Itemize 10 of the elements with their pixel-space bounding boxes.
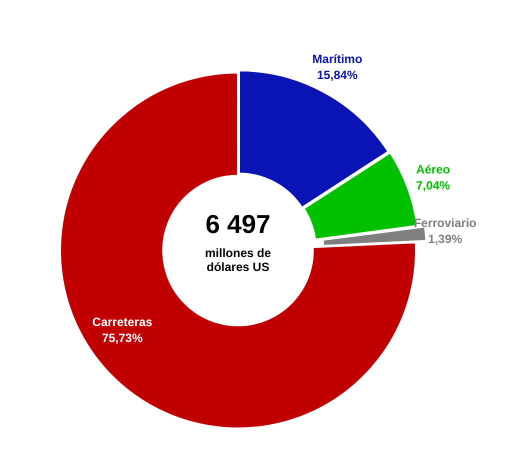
slice-label: Ferroviario — [414, 216, 477, 230]
data-label: 15,84% — [316, 68, 358, 82]
slice-label: Carreteras — [92, 314, 153, 329]
data-label: 7,04% — [416, 178, 450, 193]
text: millones de dólares US — [204, 246, 272, 274]
data-label: 75,73% — [102, 330, 143, 345]
data-label: 1,39% — [428, 232, 463, 246]
text: 6 497 — [204, 208, 272, 240]
slice-label: Aéreo — [416, 162, 450, 177]
slice-label: Marítimo — [312, 52, 362, 66]
